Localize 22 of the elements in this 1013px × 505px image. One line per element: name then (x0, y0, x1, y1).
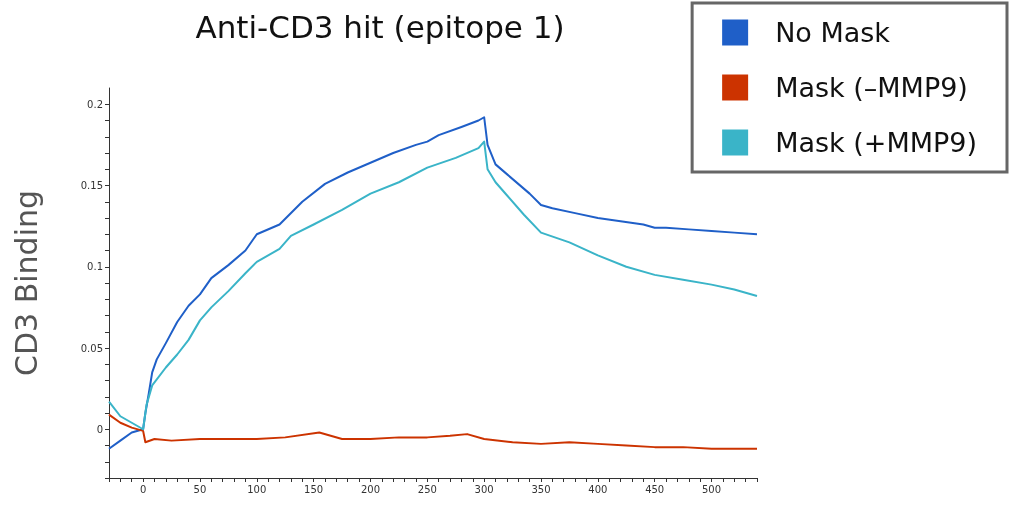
x-tick-label: 500 (701, 483, 722, 495)
y-tick-label: 0.1 (87, 261, 103, 273)
x-tick-label: 300 (474, 483, 494, 495)
x-tick-label: 250 (417, 483, 437, 495)
chart-title: Anti-CD3 hit (epitope 1) (195, 8, 565, 45)
legend-label: No Mask (775, 17, 891, 48)
x-tick-label: 100 (247, 483, 267, 495)
x-tick-label: 400 (588, 483, 608, 495)
y-tick-label: 0 (96, 423, 103, 435)
x-tick-label: 200 (360, 483, 381, 495)
y-tick-label: 0.15 (80, 180, 103, 191)
x-tick-label: 50 (193, 483, 207, 495)
x-tick-label: 350 (531, 483, 551, 495)
x-tick-label: 0 (139, 483, 147, 495)
y-tick-label: 0.05 (80, 342, 103, 354)
line-series (108, 413, 758, 450)
y-axis-title: CD3 Binding (8, 189, 44, 377)
y-tick-label: 0.2 (87, 98, 103, 110)
legend-label: Mask (+MMP9) (775, 127, 978, 158)
x-tick-label: 150 (304, 483, 324, 495)
legend-label: Mask (–MMP9) (775, 72, 968, 103)
x-tick-label: 450 (645, 483, 665, 495)
